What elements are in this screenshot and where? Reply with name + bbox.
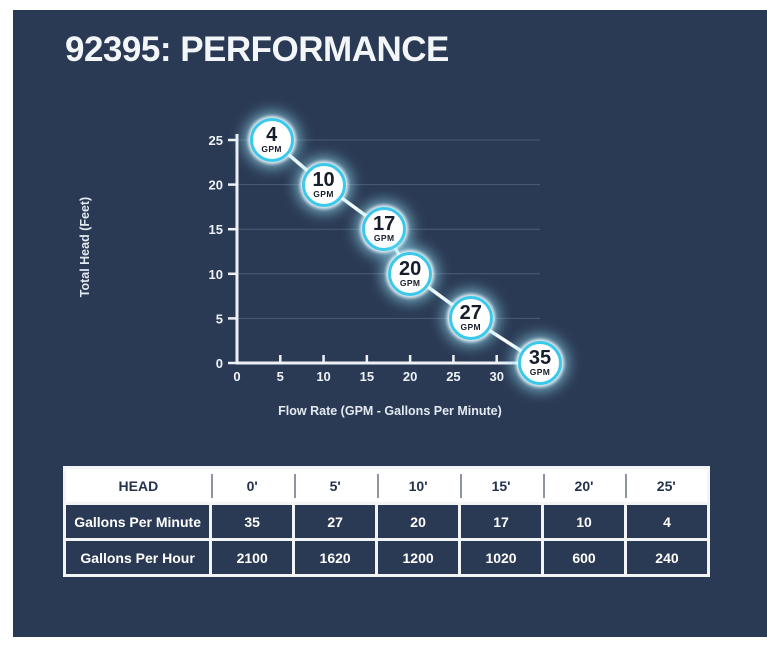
- data-point: 35 GPM: [517, 341, 562, 385]
- x-tick-label: 25: [446, 369, 460, 384]
- data-point-value: 4: [266, 124, 278, 146]
- gpm-table: HEAD 0' 5' 10' 15' 20' 25' Gallons Per Minute 35…: [62, 466, 711, 577]
- table-header-cell: HEAD: [64, 467, 211, 504]
- data-point: 10 GPM: [301, 162, 346, 207]
- x-tick-label: 30: [489, 369, 503, 384]
- data-point: 4 GPM: [249, 118, 294, 162]
- data-point-value: 17: [373, 213, 396, 236]
- x-tick-label: 0: [233, 369, 240, 384]
- table-cell: 1020: [458, 538, 545, 577]
- x-tick-label: 10: [316, 369, 330, 384]
- table-row-label: Gallons Per Hour: [62, 538, 213, 577]
- data-point-unit: GPM: [460, 322, 482, 333]
- table-header-cell: 20': [542, 467, 626, 504]
- table-header-row: HEAD 0' 5' 10' 15' 20' 25': [64, 467, 709, 504]
- data-point-value: 27: [459, 302, 482, 325]
- y-tick-label: 20: [209, 178, 223, 193]
- table-cell: 27: [292, 502, 379, 541]
- table-row: Gallons Per Minute 35 27 20 17 10 4: [62, 502, 711, 541]
- table-cell: 10: [541, 502, 627, 541]
- data-point-value: 20: [399, 257, 422, 280]
- x-tick-label: 5: [277, 369, 284, 384]
- table-header-cell: 0': [210, 467, 294, 504]
- data-point-unit: GPM: [529, 367, 551, 377]
- table-cell: 4: [623, 502, 711, 541]
- data-point-unit: GPM: [261, 144, 282, 154]
- data-point-value: 10: [312, 168, 335, 191]
- x-axis-label: Flow Rate (GPM - Gallons Per Minute): [278, 404, 502, 418]
- table-row-label: Gallons Per Minute: [62, 502, 213, 541]
- table-header-cell: 25': [625, 467, 709, 504]
- table-header-cell: 10': [376, 467, 460, 504]
- page-title: 92395: PERFORMANCE: [65, 30, 449, 69]
- table-cell: 600: [541, 538, 627, 577]
- performance-chart: 0 5 10 15 20 25 0 5 10 15 20 25 30 Total Head (Feet)…: [13, 100, 767, 450]
- table-cell: 1620: [292, 538, 379, 577]
- data-point-value: 35: [528, 347, 552, 369]
- performance-table-wrap: HEAD 0' 5' 10' 15' 20' 25' Gallons Per Minute 35…: [62, 466, 711, 577]
- table-cell: 1200: [375, 538, 462, 577]
- data-point-unit: GPM: [313, 188, 334, 199]
- table-row: Gallons Per Hour 2100 1620 1200 1020 600 240: [62, 538, 711, 577]
- table-cell: 240: [623, 538, 711, 577]
- x-tick-label: 20: [403, 369, 417, 384]
- data-point: 27 GPM: [448, 296, 493, 341]
- y-tick-label: 15: [209, 222, 223, 237]
- table-cell: 20: [375, 502, 462, 541]
- table-header-cell: 15': [459, 467, 543, 504]
- data-point: 17 GPM: [362, 207, 407, 252]
- data-point-unit: GPM: [373, 233, 395, 244]
- performance-panel: 92395: PERFORMANCE 0 5 10 15 20 25 0 5 10 15 20 25 3…: [13, 10, 767, 637]
- table-cell: 2100: [209, 538, 296, 577]
- y-axis-label: Total Head (Feet): [78, 196, 92, 298]
- y-tick-label: 5: [216, 311, 223, 326]
- table-header-cell: 5': [293, 467, 377, 504]
- data-point-unit: GPM: [399, 277, 421, 288]
- y-tick-label: 0: [216, 356, 223, 371]
- y-tick-label: 25: [209, 133, 223, 148]
- x-tick-label: 15: [360, 369, 374, 384]
- data-point: 20 GPM: [388, 251, 433, 296]
- y-tick-label: 10: [209, 267, 223, 282]
- table-cell: 35: [209, 502, 296, 541]
- table-cell: 17: [458, 502, 545, 541]
